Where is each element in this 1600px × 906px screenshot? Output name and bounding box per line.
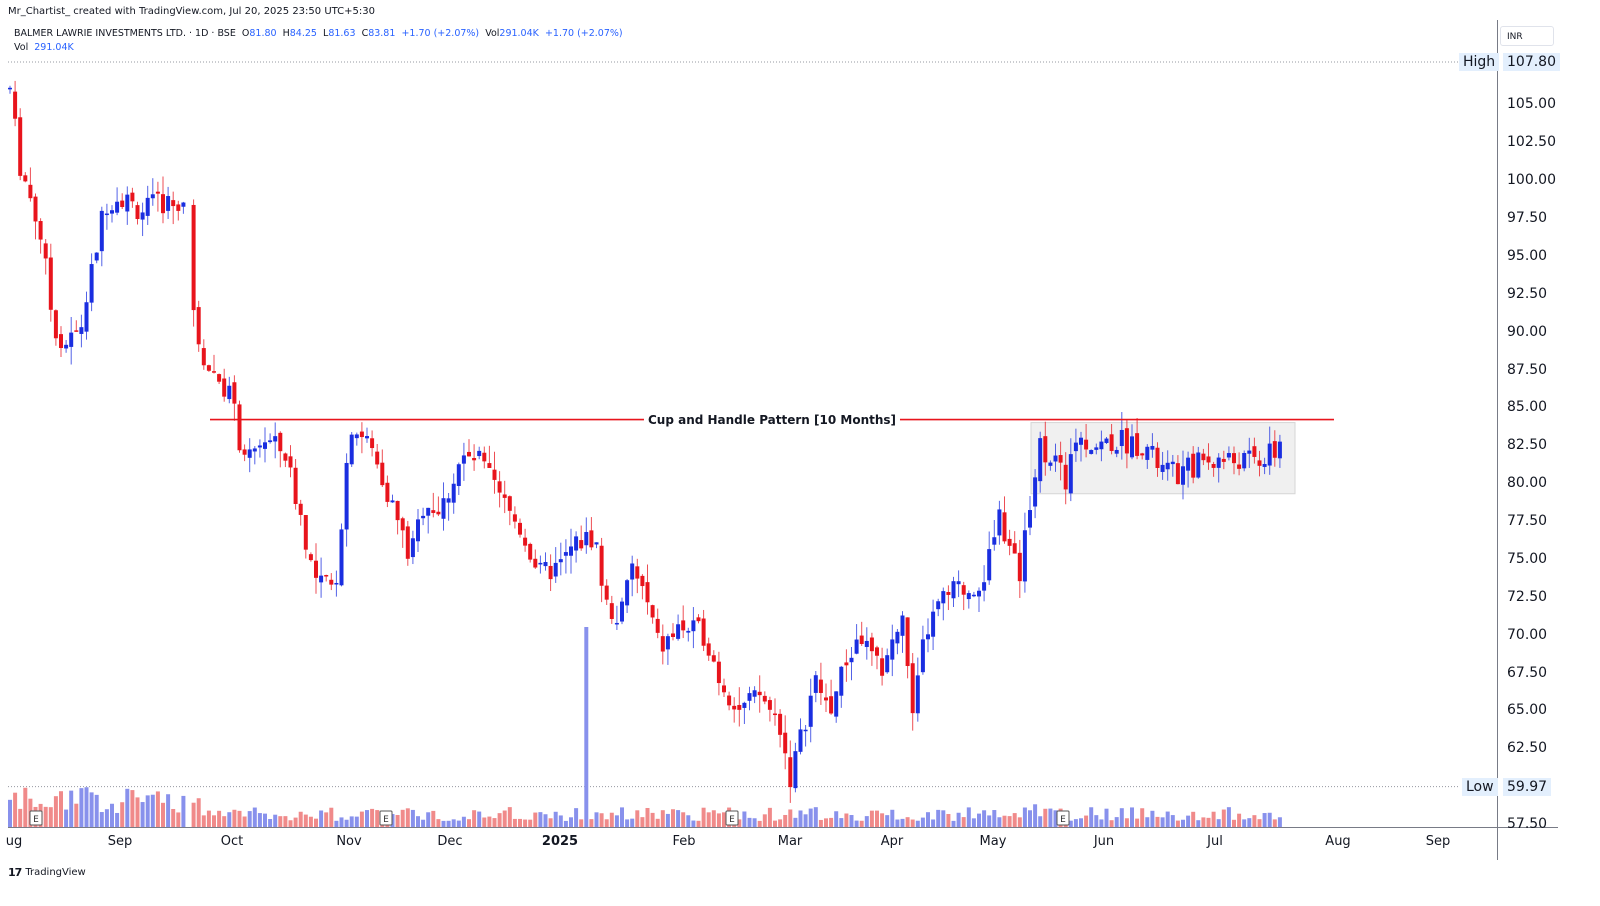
time-tick-label: Jul xyxy=(1207,834,1223,849)
svg-text:E: E xyxy=(1060,815,1066,825)
symbol-name[interactable]: BALMER LAWRIE INVESTMENTS LTD. · 1D · BS… xyxy=(14,28,236,39)
price-tick-label: 105.00 xyxy=(1507,96,1556,113)
price-tick-label: 65.00 xyxy=(1507,702,1548,719)
chart-credit: Mr_Chartist_ created with TradingView.co… xyxy=(8,6,375,17)
symbol-legend: BALMER LAWRIE INVESTMENTS LTD. · 1D · BS… xyxy=(14,27,623,55)
close-value: 83.81 xyxy=(368,28,396,39)
price-tick-label: 85.00 xyxy=(1507,399,1548,416)
time-axis-line xyxy=(8,827,1558,828)
change-value: +1.70 (+2.07%) xyxy=(401,28,480,39)
volume-label[interactable]: Vol xyxy=(14,42,29,53)
time-tick-label: ug xyxy=(5,834,23,849)
time-tick-label: Jun xyxy=(1093,834,1115,849)
price-tick-label: 67.50 xyxy=(1507,664,1548,681)
time-tick-label: 2025 xyxy=(541,834,579,849)
footer-branding: 17 TradingView xyxy=(8,866,86,879)
pattern-annotation[interactable]: Cup and Handle Pattern [10 Months] xyxy=(643,413,901,427)
price-tick-label: 92.50 xyxy=(1507,285,1548,302)
price-tick-label: 102.50 xyxy=(1507,134,1556,151)
time-tick-label: Apr xyxy=(880,834,904,849)
currency-label[interactable]: INR xyxy=(1500,26,1554,46)
price-tick-label: 77.50 xyxy=(1507,513,1548,530)
brand-name: TradingView xyxy=(25,867,86,878)
open-value: 81.80 xyxy=(249,28,277,39)
time-tick-label: Mar xyxy=(777,834,803,849)
ohlc-row: BALMER LAWRIE INVESTMENTS LTD. · 1D · BS… xyxy=(14,28,623,39)
svg-text:E: E xyxy=(729,815,735,825)
price-axis-line xyxy=(1497,20,1498,860)
price-tick-label: 75.00 xyxy=(1507,550,1548,567)
svg-text:E: E xyxy=(33,815,39,825)
time-tick-label: Dec xyxy=(437,834,463,849)
low-value: 81.63 xyxy=(328,28,356,39)
time-tick-label: Feb xyxy=(672,834,696,849)
volume-value: 291.04K xyxy=(499,28,539,39)
time-tick-label: Aug xyxy=(1325,834,1351,849)
price-tick-label: 70.00 xyxy=(1507,626,1548,643)
price-tick-label: 62.50 xyxy=(1507,740,1548,757)
time-tick-label: Sep xyxy=(107,834,133,849)
time-tick-label: May xyxy=(979,834,1007,849)
price-tick-label: 87.50 xyxy=(1507,361,1548,378)
high-price-tag: 107.80 xyxy=(1503,53,1560,71)
price-tick-label: 82.50 xyxy=(1507,437,1548,454)
volume-row: Vol 291.04K xyxy=(14,41,623,55)
price-tick-label: 100.00 xyxy=(1507,172,1556,189)
price-tick-label: 90.00 xyxy=(1507,323,1548,340)
time-tick-label: Sep xyxy=(1425,834,1451,849)
price-tick-label: 97.50 xyxy=(1507,210,1548,227)
volume-row-value: 291.04K xyxy=(34,42,74,53)
low-tag: Low xyxy=(1462,778,1498,796)
price-tick-label: 80.00 xyxy=(1507,475,1548,492)
tradingview-logo-icon: 17 xyxy=(8,866,22,879)
low-price-tag: 59.97 xyxy=(1503,778,1552,796)
high-value: 84.25 xyxy=(289,28,317,39)
svg-text:E: E xyxy=(383,815,389,825)
time-tick-label: Oct xyxy=(220,834,244,849)
price-tick-label: 95.00 xyxy=(1507,247,1548,264)
time-tick-label: Nov xyxy=(336,834,362,849)
price-tick-label: 72.50 xyxy=(1507,588,1548,605)
change-value-2: +1.70 (+2.07%) xyxy=(544,28,623,39)
high-tag: High xyxy=(1459,53,1500,71)
price-tick-label: 57.50 xyxy=(1507,816,1548,832)
